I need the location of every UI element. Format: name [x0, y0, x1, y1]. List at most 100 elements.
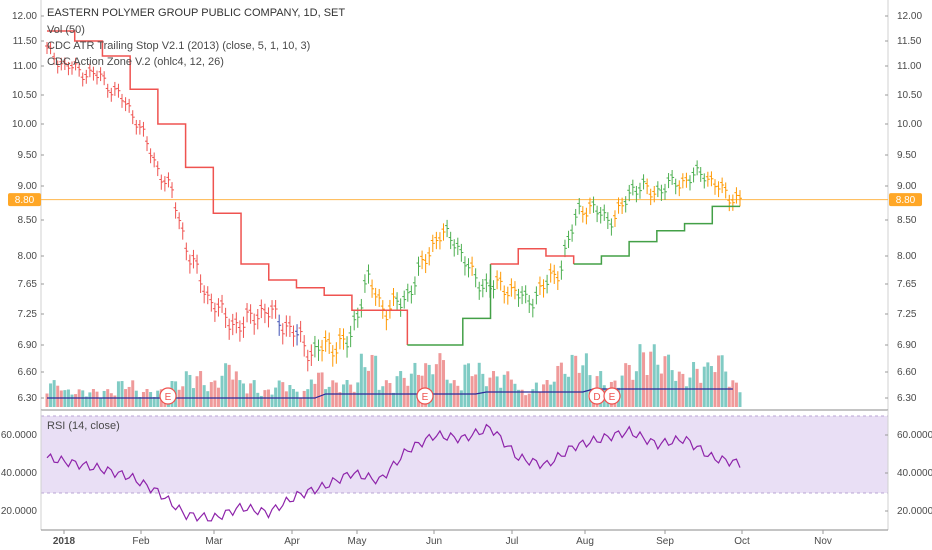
rsi-tick-left: 20.0000 — [1, 506, 38, 517]
time-tick-label: Sep — [656, 536, 674, 547]
rsi-band — [41, 416, 888, 493]
volume-bar — [424, 363, 428, 407]
volume-bar — [141, 391, 145, 407]
volume-bar — [116, 381, 120, 407]
volume-bar — [256, 392, 260, 407]
volume-bar — [181, 386, 185, 407]
volume-bar — [109, 393, 113, 407]
volume-bar — [459, 390, 463, 407]
volume-bar — [717, 355, 721, 407]
volume-bar — [738, 392, 742, 407]
atr-stop-line-green — [407, 264, 492, 346]
volume-bar — [509, 379, 513, 407]
volume-bar — [49, 383, 53, 407]
legend[interactable]: EASTERN POLYMER GROUP PUBLIC COMPANY, 1D… — [47, 7, 345, 432]
price-tick-left: 8.50 — [18, 215, 38, 226]
volume-bar — [645, 374, 649, 407]
price-pane[interactable] — [40, 0, 889, 411]
price-tick-left: 9.00 — [18, 181, 38, 192]
event-marker[interactable]: D — [588, 387, 606, 405]
volume-bar — [134, 390, 138, 407]
volume-bar — [442, 360, 446, 407]
price-tick-right: 6.90 — [897, 340, 917, 351]
time-tick-label: May — [348, 536, 367, 547]
volume-bar — [431, 374, 435, 407]
event-marker-circle — [416, 387, 434, 405]
volume-bar — [492, 371, 496, 407]
rsi-tick: 60.0000 — [897, 430, 932, 441]
volume-bar — [409, 373, 413, 407]
legend-rsi: RSI (14, close) — [47, 420, 120, 432]
volume-bar — [688, 377, 692, 407]
event-marker-circle — [603, 387, 621, 405]
volume-bar — [659, 373, 663, 407]
volume-bar — [474, 374, 478, 407]
volume-bar — [309, 379, 313, 407]
volume-bar — [527, 393, 531, 407]
time-tick-label: Mar — [205, 536, 223, 547]
volume-bar — [370, 354, 374, 407]
volume-bar — [542, 384, 546, 407]
volume-bar — [502, 374, 506, 407]
price-tick-right: 6.60 — [897, 367, 917, 378]
volume-bar — [545, 380, 549, 407]
volume-bar — [56, 385, 60, 407]
volume-bar — [427, 364, 431, 407]
volume-bar — [406, 385, 410, 407]
legend-vol: Vol (50) — [47, 24, 85, 36]
volume-bar — [584, 353, 588, 407]
volume-bar — [656, 364, 660, 407]
volume-bar — [220, 375, 224, 407]
svg-text:8.80: 8.80 — [15, 195, 35, 206]
price-tick-right: 7.25 — [897, 309, 917, 320]
volume-bar — [359, 353, 363, 407]
time-tick-label: Aug — [576, 536, 594, 547]
volume-bar — [227, 364, 231, 407]
volume-bar — [281, 382, 285, 407]
volume-bar — [674, 380, 678, 407]
volume-bar — [245, 393, 249, 407]
volume-bar — [534, 382, 538, 407]
legend-atr: CDC ATR Trailing Stop V2.1 (2013) (close… — [47, 40, 310, 52]
volume-bar — [663, 356, 667, 407]
time-axis: 2018 Feb Mar Apr May Jun Jul Aug Sep Oct Nov — [53, 530, 832, 547]
volume-bar — [620, 375, 624, 407]
atr-stop-line-red — [47, 30, 409, 345]
volume-bar — [499, 387, 503, 407]
volume-bar — [184, 371, 188, 407]
event-marker-label: D — [593, 392, 600, 403]
price-tick-right: 11.00 — [897, 61, 922, 72]
price-tick-left: 6.90 — [18, 340, 38, 351]
left-price-axis: 12.00 11.50 11.00 10.50 10.00 9.50 9.00 8.50 8.0… — [12, 11, 44, 404]
volume-bar — [434, 364, 438, 407]
volume-bar — [270, 394, 274, 407]
volume-bar — [531, 389, 535, 407]
price-tick-right: 10.00 — [897, 119, 922, 130]
price-tick-right: 9.00 — [897, 181, 917, 192]
volume-bar — [277, 380, 281, 407]
event-marker[interactable]: E — [603, 387, 621, 405]
volume-bar — [402, 377, 406, 407]
volume-bar — [327, 386, 331, 407]
event-marker[interactable]: E — [159, 387, 177, 405]
volume-bar — [81, 390, 85, 407]
volume-bar — [299, 397, 303, 407]
volume-bar — [88, 392, 92, 407]
event-marker-label: E — [165, 392, 172, 403]
volume-bar — [588, 375, 592, 407]
volume-bar — [366, 370, 370, 407]
volume-bar — [470, 376, 474, 407]
time-tick-label: Jul — [506, 536, 519, 547]
volume-bar — [702, 366, 706, 407]
volume-bar — [538, 392, 542, 407]
volume-bar — [627, 364, 631, 407]
event-marker-circle — [159, 387, 177, 405]
event-marker[interactable]: E — [416, 387, 434, 405]
volume-bar — [642, 352, 646, 407]
rsi-pane[interactable] — [40, 410, 889, 531]
volume-bar — [638, 344, 642, 407]
price-tick-right: 8.50 — [897, 215, 917, 226]
atr-stop-line-green-2 — [573, 205, 740, 265]
